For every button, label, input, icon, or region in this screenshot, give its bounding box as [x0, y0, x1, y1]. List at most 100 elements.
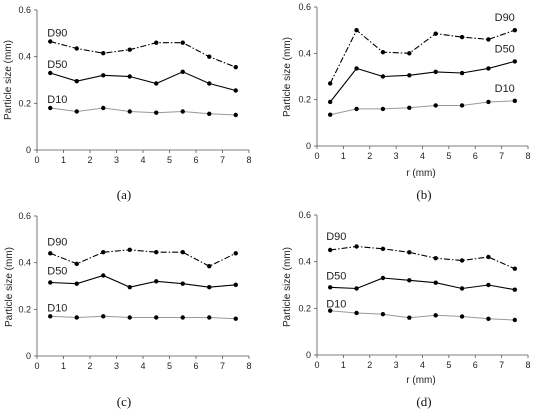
- y-tick-label: 0.2: [298, 95, 311, 105]
- data-point-d10: [233, 316, 238, 321]
- series-label-d10: D10: [326, 299, 346, 311]
- panel-d-y-label: Particle size (mm): [282, 247, 293, 327]
- data-point-d50: [512, 287, 518, 292]
- data-point-d90: [180, 40, 185, 45]
- x-tick-label: 4: [420, 360, 425, 370]
- data-point-d10: [354, 106, 359, 112]
- y-tick-label: 0.6: [298, 2, 311, 12]
- x-tick-label: 3: [394, 360, 399, 370]
- data-point-d10: [407, 105, 412, 110]
- data-point-d50: [486, 66, 491, 71]
- data-point-d90: [459, 34, 465, 40]
- series-line-d10: [50, 107, 236, 116]
- data-point-d90: [486, 37, 491, 42]
- data-point-d90: [233, 64, 238, 70]
- data-point-d50: [233, 88, 238, 93]
- data-point-d90: [180, 249, 185, 255]
- series-line-d50: [330, 277, 515, 291]
- data-point-d10: [154, 110, 159, 115]
- data-point-d10: [74, 315, 79, 320]
- x-tick-label: 5: [446, 151, 451, 161]
- x-tick-label: 1: [341, 151, 346, 161]
- data-point-d90: [433, 255, 438, 261]
- data-point-d50: [233, 282, 238, 288]
- panel-b-caption: (b): [416, 187, 431, 202]
- y-tick-label: 0.4: [18, 258, 31, 268]
- data-point-d50: [48, 280, 53, 285]
- data-point-d50: [327, 285, 333, 290]
- series-label-d90: D90: [495, 12, 515, 24]
- data-point-d10: [233, 112, 238, 118]
- data-point-d10: [101, 314, 106, 319]
- data-point-d90: [354, 27, 359, 33]
- y-tick-label: 0.4: [298, 257, 311, 267]
- x-tick-label: 0: [34, 361, 39, 371]
- panel-c-caption: (c): [117, 394, 131, 409]
- data-point-d50: [101, 273, 106, 278]
- data-point-d50: [327, 99, 333, 105]
- series-label-d50: D50: [495, 43, 515, 55]
- panel-c-y-label: Particle size (mm): [4, 247, 15, 327]
- data-point-d50: [74, 78, 79, 84]
- series-line-d90: [50, 40, 237, 68]
- data-point-d50: [354, 286, 359, 291]
- series-line-d50: [50, 274, 236, 288]
- panel-a-y-label: Particle size (mm): [3, 40, 14, 120]
- data-point-d90: [233, 251, 238, 256]
- data-point-d50: [380, 74, 386, 79]
- data-point-d90: [407, 51, 412, 56]
- panel-c: 0 1 2 3 4 5 6 7 8 0 0.2 0.4 0.6 D90 D50 D10 Particle si…: [4, 211, 252, 409]
- x-tick-label: 4: [140, 361, 145, 371]
- data-point-d90: [101, 249, 106, 255]
- data-point-d50: [407, 73, 412, 78]
- data-point-d50: [48, 70, 53, 76]
- x-tick-label: 4: [420, 151, 425, 161]
- panel-b-axes: 0 1 2 3 4 5 6 7 8 0 0.2 0.4 0.6 D90 D50 D10: [298, 2, 530, 161]
- data-point-d50: [380, 275, 386, 281]
- y-tick-label: 0: [26, 145, 31, 155]
- data-point-d10: [380, 106, 386, 112]
- x-tick-label: 7: [220, 155, 225, 165]
- data-point-d90: [407, 250, 412, 255]
- data-point-d10: [74, 109, 79, 114]
- data-point-d50: [207, 81, 212, 86]
- x-tick-label: 1: [61, 155, 66, 165]
- x-tick-label: 8: [246, 155, 251, 165]
- data-point-d10: [486, 99, 491, 105]
- y-tick-label: 0.4: [298, 48, 311, 58]
- data-point-d90: [354, 244, 359, 249]
- data-point-d10: [327, 112, 333, 117]
- data-point-d50: [459, 70, 465, 76]
- panel-c-axes: 0 1 2 3 4 5 6 7 8 0 0.2 0.4 0.6 D90 D50 D10: [18, 211, 251, 371]
- x-tick-label: 2: [87, 155, 92, 165]
- data-point-d90: [154, 249, 159, 255]
- data-point-d10: [354, 310, 359, 316]
- series-line-d50: [50, 71, 236, 92]
- series-label-d10: D10: [47, 94, 67, 106]
- panel-b-y-label: Particle size (mm): [282, 37, 293, 117]
- data-point-d50: [354, 66, 359, 71]
- x-tick-label: 7: [499, 360, 504, 370]
- data-point-d10: [459, 103, 465, 108]
- data-point-d90: [327, 81, 333, 86]
- data-point-d50: [154, 81, 159, 86]
- data-point-d10: [380, 311, 386, 317]
- x-tick-label: 7: [499, 151, 504, 161]
- data-point-d50: [101, 73, 106, 78]
- x-tick-label: 2: [367, 151, 372, 161]
- x-tick-label: 5: [167, 155, 172, 165]
- x-tick-label: 6: [473, 151, 478, 161]
- data-point-d90: [380, 49, 386, 55]
- series-line-d10: [50, 315, 236, 320]
- x-tick-label: 3: [114, 155, 119, 165]
- data-point-d50: [512, 59, 518, 64]
- data-point-d50: [154, 279, 159, 284]
- series-label-d10: D10: [47, 302, 67, 314]
- x-tick-label: 4: [140, 155, 145, 165]
- x-tick-label: 5: [167, 361, 172, 371]
- x-tick-label: 1: [341, 360, 346, 370]
- data-point-d90: [74, 46, 79, 51]
- y-tick-label: 0.2: [298, 303, 311, 313]
- data-point-d10: [512, 98, 518, 104]
- x-tick-label: 5: [446, 360, 451, 370]
